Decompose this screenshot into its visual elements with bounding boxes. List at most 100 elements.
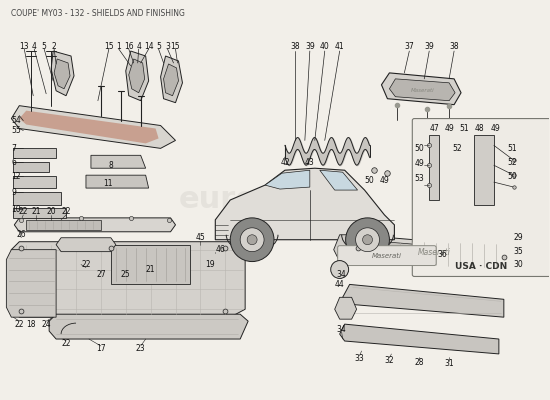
- Text: 4: 4: [136, 42, 141, 50]
- Text: 49: 49: [491, 124, 501, 133]
- Circle shape: [240, 228, 264, 252]
- Text: 40: 40: [320, 42, 329, 50]
- Polygon shape: [56, 238, 116, 252]
- Text: 39: 39: [425, 42, 434, 50]
- Text: 53: 53: [414, 174, 424, 183]
- Text: 35: 35: [514, 247, 524, 256]
- Polygon shape: [14, 218, 175, 232]
- Circle shape: [247, 235, 257, 245]
- Text: 12: 12: [12, 172, 21, 181]
- Text: 50: 50: [414, 144, 424, 153]
- Text: 43: 43: [305, 158, 315, 167]
- Text: USA · CDN: USA · CDN: [455, 262, 508, 271]
- Polygon shape: [343, 284, 504, 317]
- Polygon shape: [12, 242, 245, 317]
- Text: 31: 31: [444, 359, 454, 368]
- Text: 4: 4: [32, 42, 37, 50]
- Text: 21: 21: [31, 208, 41, 216]
- Text: 50: 50: [365, 176, 375, 185]
- Text: 34: 34: [337, 324, 346, 334]
- Polygon shape: [51, 51, 74, 96]
- Text: Maserati: Maserati: [410, 88, 434, 93]
- Text: 54: 54: [12, 116, 21, 125]
- Polygon shape: [13, 148, 56, 158]
- Polygon shape: [13, 192, 61, 205]
- Polygon shape: [429, 136, 439, 200]
- Text: 55: 55: [12, 126, 21, 135]
- Text: 28: 28: [415, 358, 424, 367]
- Text: 42: 42: [280, 158, 290, 167]
- Polygon shape: [161, 56, 183, 103]
- Text: 37: 37: [404, 42, 414, 50]
- Text: 22: 22: [61, 340, 71, 348]
- Text: 29: 29: [514, 233, 524, 242]
- Text: 22: 22: [61, 208, 71, 216]
- Text: 6: 6: [12, 158, 16, 167]
- Polygon shape: [26, 220, 101, 230]
- Text: 44: 44: [335, 280, 344, 289]
- Polygon shape: [13, 162, 49, 172]
- Circle shape: [356, 228, 380, 252]
- Text: 10: 10: [12, 206, 21, 214]
- Text: 17: 17: [96, 344, 106, 354]
- Text: 8: 8: [108, 161, 113, 170]
- Text: 50: 50: [507, 172, 516, 181]
- Polygon shape: [19, 111, 158, 143]
- Text: 1: 1: [117, 42, 121, 50]
- Text: 25: 25: [121, 270, 130, 279]
- Text: 18: 18: [26, 320, 36, 329]
- Text: 2: 2: [52, 42, 57, 50]
- Polygon shape: [215, 168, 394, 240]
- Text: 21: 21: [146, 265, 156, 274]
- Polygon shape: [265, 170, 310, 189]
- Text: 22: 22: [19, 208, 28, 216]
- Text: 13: 13: [19, 42, 29, 50]
- Circle shape: [230, 218, 274, 262]
- Text: 20: 20: [46, 208, 56, 216]
- Text: 3: 3: [165, 42, 170, 50]
- Polygon shape: [12, 106, 175, 148]
- Polygon shape: [126, 51, 148, 101]
- Polygon shape: [13, 176, 56, 188]
- Text: 33: 33: [355, 354, 365, 363]
- Polygon shape: [474, 136, 494, 205]
- Polygon shape: [340, 324, 499, 354]
- Polygon shape: [163, 64, 179, 96]
- Text: 45: 45: [195, 233, 205, 242]
- Text: 51: 51: [459, 124, 469, 133]
- Polygon shape: [360, 240, 504, 264]
- FancyBboxPatch shape: [412, 118, 550, 276]
- Polygon shape: [129, 59, 145, 93]
- Text: 38: 38: [290, 42, 300, 50]
- Text: 16: 16: [124, 42, 134, 50]
- Text: 24: 24: [41, 320, 51, 329]
- Text: 36: 36: [437, 250, 447, 259]
- Text: 26: 26: [16, 230, 26, 239]
- Polygon shape: [334, 235, 358, 262]
- Text: 23: 23: [136, 344, 146, 354]
- Text: 30: 30: [514, 260, 524, 269]
- Polygon shape: [49, 314, 248, 339]
- Circle shape: [331, 260, 349, 278]
- FancyBboxPatch shape: [338, 246, 436, 266]
- Polygon shape: [389, 79, 455, 101]
- Polygon shape: [320, 170, 358, 190]
- Text: 22: 22: [81, 260, 91, 269]
- Text: Maserati: Maserati: [418, 248, 450, 257]
- Text: 52: 52: [452, 144, 462, 153]
- Polygon shape: [13, 208, 66, 218]
- Text: 19: 19: [206, 260, 215, 269]
- Text: COUPE' MY03 - 132 - SHIELDS AND FINISHING: COUPE' MY03 - 132 - SHIELDS AND FINISHIN…: [12, 9, 185, 18]
- Polygon shape: [91, 155, 146, 168]
- Text: 47: 47: [430, 124, 439, 133]
- Text: 41: 41: [335, 42, 344, 50]
- Polygon shape: [382, 73, 461, 105]
- Text: 48: 48: [474, 124, 484, 133]
- Text: 49: 49: [379, 176, 389, 185]
- Text: eurospares: eurospares: [179, 186, 371, 214]
- Text: 27: 27: [96, 270, 106, 279]
- Circle shape: [362, 235, 372, 245]
- Polygon shape: [335, 297, 356, 319]
- Text: Maserati: Maserati: [371, 253, 401, 259]
- Text: 15: 15: [170, 42, 180, 50]
